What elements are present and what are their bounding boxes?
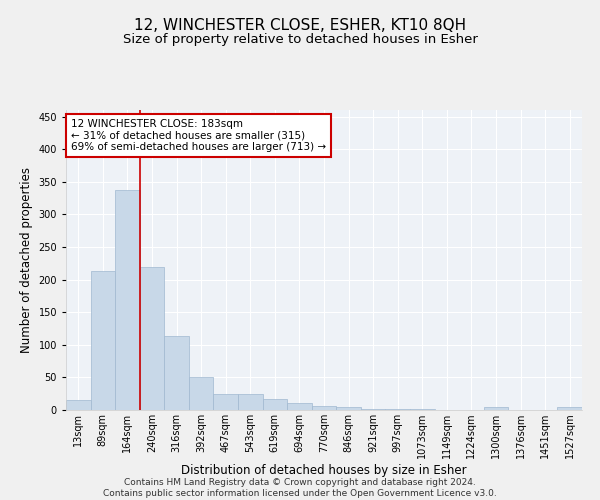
Bar [287,404,312,410]
Bar [557,408,582,410]
Bar [312,406,336,410]
Bar [66,400,91,410]
Bar [263,399,287,410]
Bar [164,336,189,410]
Text: 12, WINCHESTER CLOSE, ESHER, KT10 8QH: 12, WINCHESTER CLOSE, ESHER, KT10 8QH [134,18,466,32]
Bar [91,271,115,410]
X-axis label: Distribution of detached houses by size in Esher: Distribution of detached houses by size … [181,464,467,477]
Bar [214,394,238,410]
Bar [115,190,140,410]
Bar [484,408,508,410]
Bar [238,394,263,410]
Text: 12 WINCHESTER CLOSE: 183sqm
← 31% of detached houses are smaller (315)
69% of se: 12 WINCHESTER CLOSE: 183sqm ← 31% of det… [71,119,326,152]
Y-axis label: Number of detached properties: Number of detached properties [20,167,33,353]
Bar [189,378,214,410]
Bar [336,406,361,410]
Text: Contains HM Land Registry data © Crown copyright and database right 2024.
Contai: Contains HM Land Registry data © Crown c… [103,478,497,498]
Bar [140,266,164,410]
Text: Size of property relative to detached houses in Esher: Size of property relative to detached ho… [122,32,478,46]
